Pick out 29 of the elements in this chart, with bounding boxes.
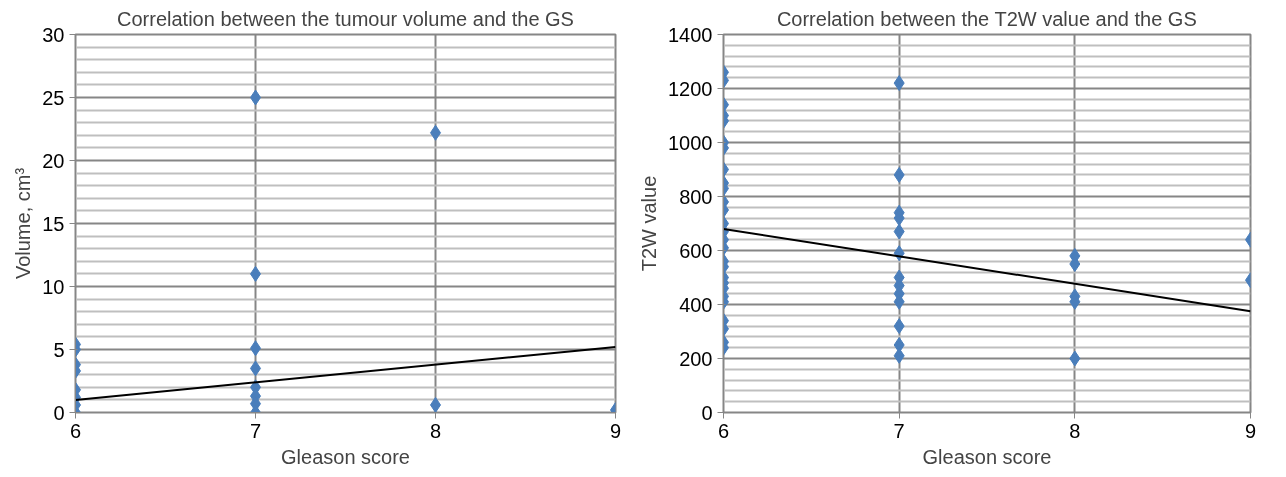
x-tick-label: 8 (1069, 419, 1081, 442)
chart-title: Correlation between the tumour volume and the GS (117, 7, 574, 30)
y-tick-label: 0 (701, 401, 713, 424)
y-tick-label: 15 (42, 212, 65, 235)
y-tick-label: 5 (53, 338, 65, 361)
y-tick-label: 800 (679, 185, 713, 208)
x-tick-label: 8 (429, 419, 442, 442)
y-tick-label: 30 (42, 23, 65, 46)
x-tick-label: 9 (1244, 419, 1257, 442)
x-tick-label: 6 (717, 419, 730, 442)
y-tick-label: 25 (42, 86, 65, 109)
y-tick-label: 20 (42, 149, 65, 172)
x-tick-label: 6 (69, 419, 82, 442)
x-axis-title: Gleason score (922, 445, 1052, 468)
x-tick-label: 9 (609, 419, 622, 442)
x-axis-title: Gleason score (281, 445, 410, 468)
y-tick-label: 400 (679, 293, 713, 316)
x-tick-label: 7 (893, 419, 905, 442)
y-tick-label: 200 (679, 347, 713, 370)
y-tick-label: 1400 (668, 23, 713, 46)
y-tick-label: 10 (42, 275, 65, 298)
y-tick-label: 1200 (668, 77, 713, 100)
y-axis-title: Volume, cm³ (12, 167, 35, 280)
y-tick-label: 0 (53, 401, 65, 424)
y-axis-title: T2W value (638, 175, 661, 272)
chart-title: Correlation between the T2W value and the GS (776, 7, 1197, 30)
y-tick-label: 600 (679, 239, 713, 262)
x-tick-label: 7 (249, 419, 262, 442)
y-tick-label: 1000 (668, 131, 713, 154)
